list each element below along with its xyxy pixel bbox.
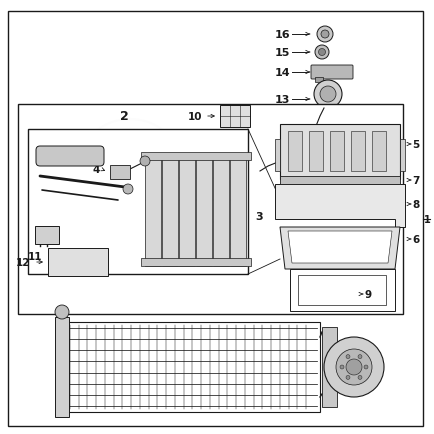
Circle shape — [345, 355, 349, 359]
Bar — [399, 140, 404, 171]
Bar — [141, 258, 250, 266]
Circle shape — [55, 305, 69, 319]
Bar — [213, 157, 228, 266]
Bar — [314, 78, 322, 83]
Circle shape — [357, 355, 361, 359]
Bar — [141, 153, 250, 161]
Circle shape — [319, 87, 335, 103]
Bar — [274, 140, 279, 171]
Circle shape — [314, 46, 328, 60]
Circle shape — [140, 157, 150, 167]
Text: 1: 1 — [423, 214, 430, 224]
Bar — [48, 248, 108, 276]
Circle shape — [345, 375, 349, 379]
Bar — [371, 132, 385, 171]
Bar — [35, 227, 59, 244]
Circle shape — [357, 375, 361, 379]
FancyBboxPatch shape — [36, 147, 104, 167]
Text: 14: 14 — [274, 68, 289, 78]
Bar — [55, 317, 69, 417]
Circle shape — [339, 365, 343, 369]
Polygon shape — [287, 231, 391, 263]
Text: 11: 11 — [28, 251, 42, 261]
Circle shape — [335, 349, 371, 385]
Bar — [329, 132, 343, 171]
FancyBboxPatch shape — [310, 66, 352, 80]
Bar — [297, 275, 385, 305]
Text: 8: 8 — [411, 200, 418, 210]
Bar — [161, 157, 178, 266]
Bar — [289, 270, 394, 311]
Circle shape — [345, 359, 361, 375]
Circle shape — [320, 31, 328, 39]
Text: 12: 12 — [16, 257, 30, 267]
Bar — [279, 177, 399, 184]
Text: 6: 6 — [411, 234, 418, 244]
Bar — [28, 130, 247, 274]
Text: 7: 7 — [411, 176, 418, 186]
Circle shape — [323, 337, 383, 397]
Bar — [220, 106, 250, 128]
Circle shape — [316, 27, 332, 43]
Text: 5: 5 — [411, 140, 418, 150]
Text: 4: 4 — [92, 164, 100, 174]
Bar — [308, 132, 322, 171]
Bar — [287, 132, 301, 171]
Circle shape — [363, 365, 367, 369]
Text: 10: 10 — [187, 112, 201, 122]
Text: 15: 15 — [274, 48, 289, 58]
Circle shape — [313, 81, 341, 109]
Circle shape — [318, 49, 325, 56]
Text: 2: 2 — [120, 110, 128, 123]
Bar — [145, 157, 161, 266]
Text: 16: 16 — [274, 30, 289, 40]
Text: 13: 13 — [274, 95, 289, 105]
Bar — [321, 327, 336, 407]
Bar — [279, 125, 399, 180]
Text: 3: 3 — [254, 211, 262, 221]
Text: 9: 9 — [364, 289, 371, 299]
Polygon shape — [274, 184, 404, 227]
Polygon shape — [279, 227, 399, 270]
Bar — [230, 157, 246, 266]
Bar — [65, 322, 319, 412]
FancyBboxPatch shape — [247, 168, 260, 178]
Bar — [350, 132, 364, 171]
Bar — [18, 105, 402, 314]
Circle shape — [123, 184, 133, 194]
Bar — [178, 157, 194, 266]
Bar — [110, 166, 130, 180]
Bar — [196, 157, 211, 266]
